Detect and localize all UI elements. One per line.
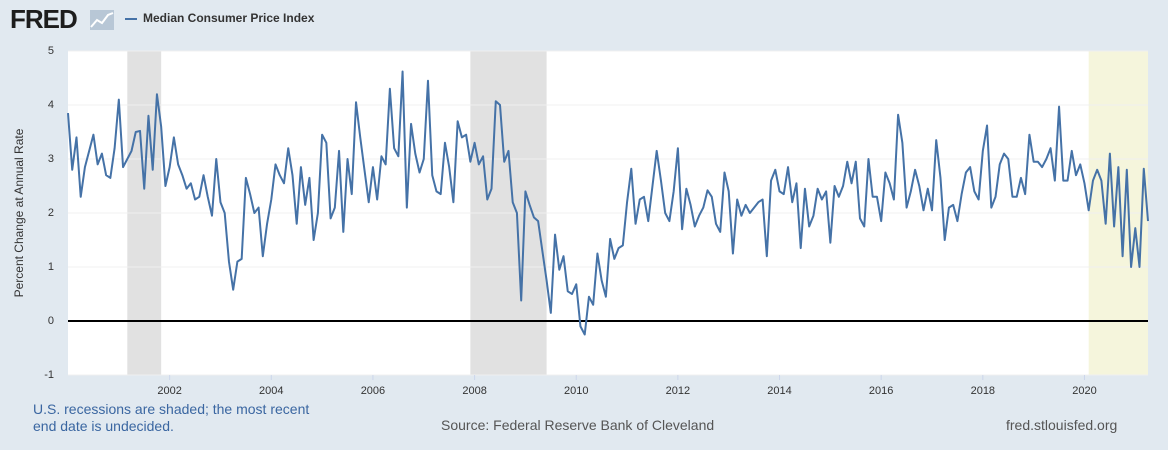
x-tick-label: 2014 xyxy=(767,385,791,397)
series-line xyxy=(67,70,1149,336)
x-tick-label: 2002 xyxy=(157,385,181,397)
y-tick-label: 2 xyxy=(48,207,54,219)
note: U.S. recessions are shaded; the most rec… xyxy=(33,401,310,434)
y-tick-label: -1 xyxy=(44,369,54,381)
logo-icon xyxy=(90,10,114,30)
legend-label: Median Consumer Price Index xyxy=(143,11,315,25)
y-axis-label: Percent Change at Annual Rate xyxy=(12,128,26,297)
y-tick-label: 3 xyxy=(48,153,54,165)
y-tick-label: 0 xyxy=(48,315,54,327)
source: Source: Federal Reserve Bank of Clevelan… xyxy=(441,417,715,433)
x-tick-label: 2012 xyxy=(666,385,690,397)
x-tick-label: 2006 xyxy=(361,385,385,397)
x-tick-label: 2020 xyxy=(1072,385,1096,397)
x-tick-label: 2018 xyxy=(971,385,995,397)
x-tick-label: 2004 xyxy=(259,385,283,397)
y-tick-label: 4 xyxy=(48,99,54,111)
logo: FRED xyxy=(10,4,77,34)
site[interactable]: fred.stlouisfed.org xyxy=(1006,417,1118,433)
y-tick-label: 1 xyxy=(48,261,54,273)
x-tick-label: 2008 xyxy=(462,385,486,397)
x-tick-label: 2016 xyxy=(869,385,893,397)
y-tick-label: 5 xyxy=(48,45,54,57)
x-tick-label: 2010 xyxy=(564,385,588,397)
